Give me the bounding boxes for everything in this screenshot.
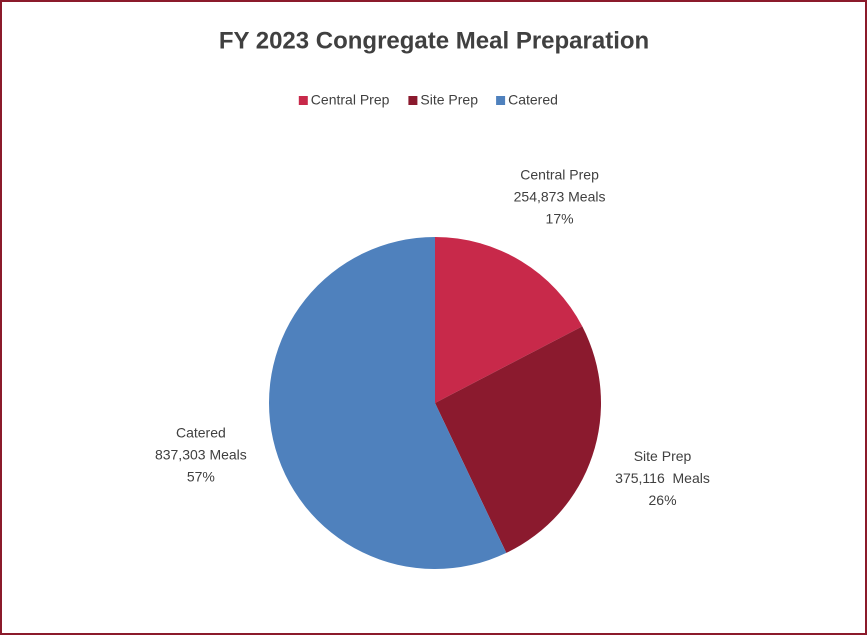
data-label-category: Central Prep [520,167,599,183]
pie-slice [435,326,601,553]
legend-swatch [496,96,506,105]
legend-label: Central Prep [311,92,390,108]
pie-slice [268,236,507,569]
legend-label: Catered [508,92,558,108]
legend-swatch [408,96,418,105]
data-label-value: 254,873 Meals [514,189,606,205]
data-label-value: 375,116 Meals [615,470,710,486]
data-label-percent: 26% [649,492,677,508]
data-label-percent: 17% [546,211,574,227]
legend-label: Site Prep [420,92,478,108]
legend-swatch [298,96,308,105]
chart-title: FY 2023 Congregate Meal Preparation [219,27,649,54]
pie-slice [435,237,583,403]
data-label-value: 837,303 Meals [155,447,247,463]
data-label-category: Site Prep [634,448,692,464]
data-label-percent: 57% [187,469,215,485]
data-label-category: Catered [176,425,226,441]
